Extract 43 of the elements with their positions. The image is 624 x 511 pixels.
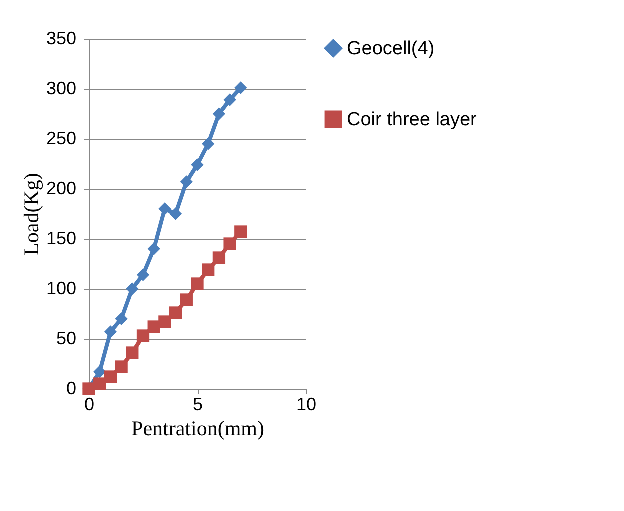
- y-axis-title: Load(Kg): [19, 173, 44, 256]
- point: [148, 320, 160, 334]
- point: [234, 226, 248, 238]
- point: [180, 294, 193, 306]
- point: [202, 264, 215, 276]
- point: [212, 108, 226, 120]
- y-tick-label: 200: [46, 178, 76, 198]
- point: [126, 346, 139, 360]
- point: [191, 278, 204, 290]
- x-axis-title: Pentration(mm): [132, 416, 264, 440]
- y-tick-label: 0: [66, 378, 76, 398]
- point: [115, 360, 128, 374]
- point: [224, 94, 236, 106]
- y-tick-label: 300: [46, 78, 76, 98]
- point: [191, 158, 204, 172]
- legend-label: Geocell(4): [347, 38, 435, 60]
- point: [180, 176, 193, 188]
- point: [136, 268, 150, 282]
- point: [104, 326, 118, 338]
- point: [169, 306, 182, 320]
- point: [158, 316, 172, 328]
- point: [158, 202, 172, 216]
- x-tick-label: 5: [192, 394, 204, 414]
- y-tick-label: 350: [46, 28, 76, 48]
- legend-label: Coir three layer: [347, 110, 478, 130]
- point: [94, 366, 106, 378]
- point: [234, 82, 248, 94]
- y-tick-label: 50: [56, 328, 76, 348]
- y-tick-label: 250: [46, 128, 76, 148]
- point: [212, 252, 226, 264]
- point: [115, 312, 128, 326]
- y-tick-label: 100: [46, 278, 76, 298]
- point: [136, 330, 150, 342]
- point: [94, 378, 106, 390]
- point: [202, 138, 215, 150]
- point: [224, 238, 236, 250]
- x-tick-label: 0: [84, 394, 95, 414]
- x-tick-label: 10: [296, 394, 317, 414]
- point: [104, 370, 118, 384]
- point: [126, 282, 139, 296]
- point: [169, 208, 182, 220]
- y-tick-label: 150: [46, 228, 76, 248]
- point: [148, 242, 160, 256]
